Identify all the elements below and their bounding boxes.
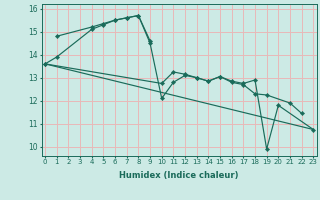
- X-axis label: Humidex (Indice chaleur): Humidex (Indice chaleur): [119, 171, 239, 180]
